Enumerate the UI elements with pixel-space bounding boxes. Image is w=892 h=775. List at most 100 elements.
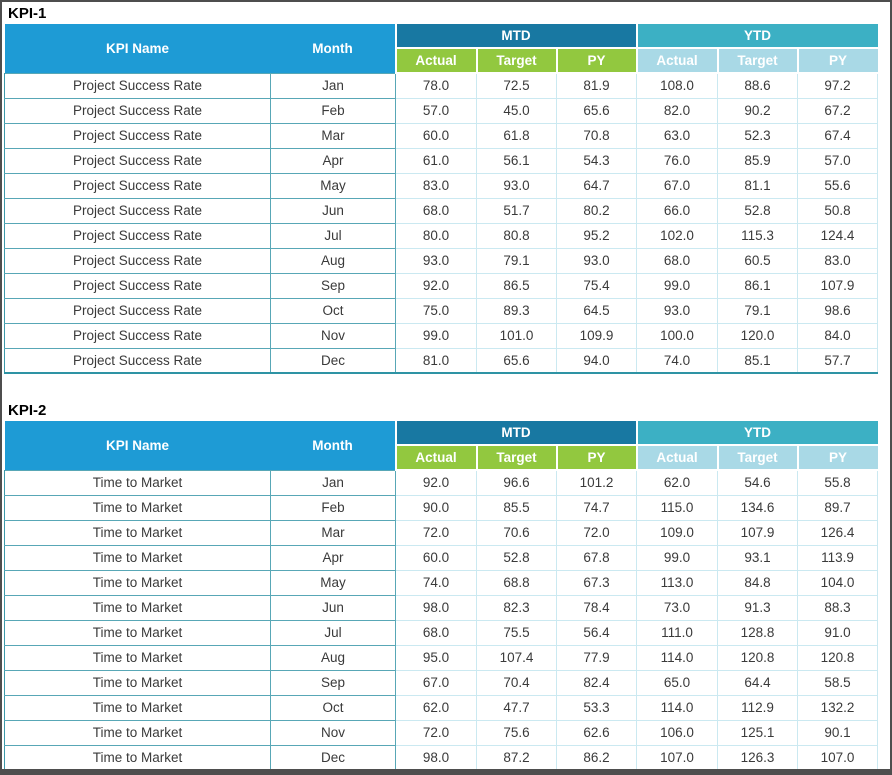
table-row: Time to Market Feb 90.0 85.5 74.7 115.0 134.6 8…: [4, 494, 879, 521]
month-cell: Aug: [270, 247, 396, 274]
mtd-target-cell: 82.3: [476, 594, 557, 621]
table-body: Project Success Rate Jan 78.0 72.5 81.9 108.0…: [4, 72, 879, 374]
kpi-name-cell: Time to Market: [4, 469, 271, 496]
mtd-py-cell: 77.9: [555, 644, 638, 671]
ytd-py-header: PY: [796, 48, 878, 74]
mtd-target-cell: 85.5: [476, 494, 557, 521]
mtd-actual-cell: 83.0: [395, 172, 477, 199]
mtd-actual-cell: 90.0: [395, 494, 477, 521]
table-row: Time to Market Nov 72.0 75.6 62.6 106.0 125.1 9…: [4, 719, 879, 746]
ytd-target-cell: 54.6: [717, 469, 799, 496]
ytd-py-cell: 132.2: [797, 694, 879, 721]
mtd-py-cell: 72.0: [555, 519, 638, 546]
ytd-target-cell: 85.9: [717, 147, 799, 174]
mtd-target-cell: 107.4: [476, 644, 557, 671]
mtd-py-cell: 67.3: [555, 569, 638, 596]
mtd-actual-cell: 75.0: [395, 297, 477, 324]
ytd-actual-cell: 68.0: [636, 247, 719, 274]
ytd-target-cell: 128.8: [717, 619, 799, 646]
ytd-actual-header: Actual: [635, 445, 718, 471]
mtd-py-cell: 101.2: [555, 469, 638, 496]
ytd-py-cell: 89.7: [797, 494, 879, 521]
ytd-py-cell: 113.9: [797, 544, 879, 571]
mtd-actual-cell: 78.0: [395, 72, 477, 99]
kpi-name-cell: Project Success Rate: [4, 347, 271, 374]
ytd-band-header: YTD: [635, 24, 878, 49]
mtd-actual-cell: 92.0: [395, 469, 477, 496]
mtd-target-cell: 61.8: [476, 122, 557, 149]
mtd-actual-cell: 72.0: [395, 519, 477, 546]
ytd-actual-cell: 76.0: [636, 147, 719, 174]
ytd-actual-cell: 82.0: [636, 97, 719, 124]
mtd-target-cell: 56.1: [476, 147, 557, 174]
table-row: Time to Market Jan 92.0 96.6 101.2 62.0 54.6 55…: [4, 469, 879, 496]
ytd-target-cell: 112.9: [717, 694, 799, 721]
mtd-actual-cell: 62.0: [395, 694, 477, 721]
kpi-name-cell: Time to Market: [4, 669, 271, 696]
table-row: Time to Market Apr 60.0 52.8 67.8 99.0 93.1 113…: [4, 544, 879, 571]
kpi-name-cell: Time to Market: [4, 694, 271, 721]
table-row: Time to Market Mar 72.0 70.6 72.0 109.0 107.9 1…: [4, 519, 879, 546]
mtd-target-cell: 72.5: [476, 72, 557, 99]
mtd-actual-cell: 93.0: [395, 247, 477, 274]
mtd-target-cell: 96.6: [476, 469, 557, 496]
section-title: KPI-1: [8, 5, 47, 22]
ytd-target-cell: 120.0: [717, 322, 799, 349]
ytd-actual-cell: 111.0: [636, 619, 719, 646]
ytd-py-cell: 55.6: [797, 172, 879, 199]
mtd-py-cell: 109.9: [555, 322, 638, 349]
kpi-name-cell: Time to Market: [4, 569, 271, 596]
ytd-py-cell: 57.7: [797, 347, 879, 374]
ytd-actual-cell: 109.0: [636, 519, 719, 546]
ytd-target-cell: 52.3: [717, 122, 799, 149]
ytd-py-cell: 107.9: [797, 272, 879, 299]
mtd-actual-cell: 57.0: [395, 97, 477, 124]
ytd-actual-cell: 65.0: [636, 669, 719, 696]
mtd-py-cell: 64.5: [555, 297, 638, 324]
ytd-target-header: Target: [716, 445, 798, 471]
header-row-sub: Actual Target PY Actual Target PY: [5, 48, 878, 74]
ytd-py-cell: 107.0: [797, 744, 879, 769]
mtd-py-cell: 75.4: [555, 272, 638, 299]
table-row: Project Success Rate May 83.0 93.0 64.7 67.0 8…: [4, 172, 879, 199]
mtd-actual-cell: 60.0: [395, 544, 477, 571]
ytd-actual-cell: 73.0: [636, 594, 719, 621]
mtd-target-cell: 70.4: [476, 669, 557, 696]
ytd-py-cell: 55.8: [797, 469, 879, 496]
table-row: Project Success Rate Oct 75.0 89.3 64.5 93.0 7…: [4, 297, 879, 324]
table-row: Project Success Rate Nov 99.0 101.0 109.9 100…: [4, 322, 879, 349]
mtd-actual-cell: 68.0: [395, 197, 477, 224]
ytd-target-cell: 81.1: [717, 172, 799, 199]
ytd-target-cell: 126.3: [717, 744, 799, 769]
ytd-py-cell: 88.3: [797, 594, 879, 621]
table-row: Project Success Rate Feb 57.0 45.0 65.6 82.0 9…: [4, 97, 879, 124]
kpi-name-cell: Time to Market: [4, 619, 271, 646]
ytd-target-cell: 107.9: [717, 519, 799, 546]
month-cell: Mar: [270, 122, 396, 149]
ytd-target-cell: 134.6: [717, 494, 799, 521]
ytd-py-cell: 97.2: [797, 72, 879, 99]
mtd-target-cell: 51.7: [476, 197, 557, 224]
mtd-target-cell: 101.0: [476, 322, 557, 349]
month-cell: Feb: [270, 494, 396, 521]
table-row: Time to Market Jun 98.0 82.3 78.4 73.0 91.3 88.…: [4, 594, 879, 621]
mtd-py-cell: 70.8: [555, 122, 638, 149]
mtd-actual-cell: 99.0: [395, 322, 477, 349]
ytd-target-cell: 84.8: [717, 569, 799, 596]
ytd-actual-cell: 99.0: [636, 544, 719, 571]
mtd-py-cell: 53.3: [555, 694, 638, 721]
table-row: Time to Market Jul 68.0 75.5 56.4 111.0 128.8 9…: [4, 619, 879, 646]
mtd-actual-cell: 74.0: [395, 569, 477, 596]
month-cell: Jul: [270, 222, 396, 249]
kpi-name-cell: Project Success Rate: [4, 172, 271, 199]
table-row: Project Success Rate Mar 60.0 61.8 70.8 63.0 5…: [4, 122, 879, 149]
kpi-name-cell: Time to Market: [4, 744, 271, 769]
mtd-py-cell: 78.4: [555, 594, 638, 621]
month-cell: Jul: [270, 619, 396, 646]
ytd-py-cell: 50.8: [797, 197, 879, 224]
ytd-actual-cell: 102.0: [636, 222, 719, 249]
section-gap: [4, 374, 890, 400]
mtd-py-cell: 56.4: [555, 619, 638, 646]
mtd-actual-cell: 68.0: [395, 619, 477, 646]
month-cell: Apr: [270, 147, 396, 174]
